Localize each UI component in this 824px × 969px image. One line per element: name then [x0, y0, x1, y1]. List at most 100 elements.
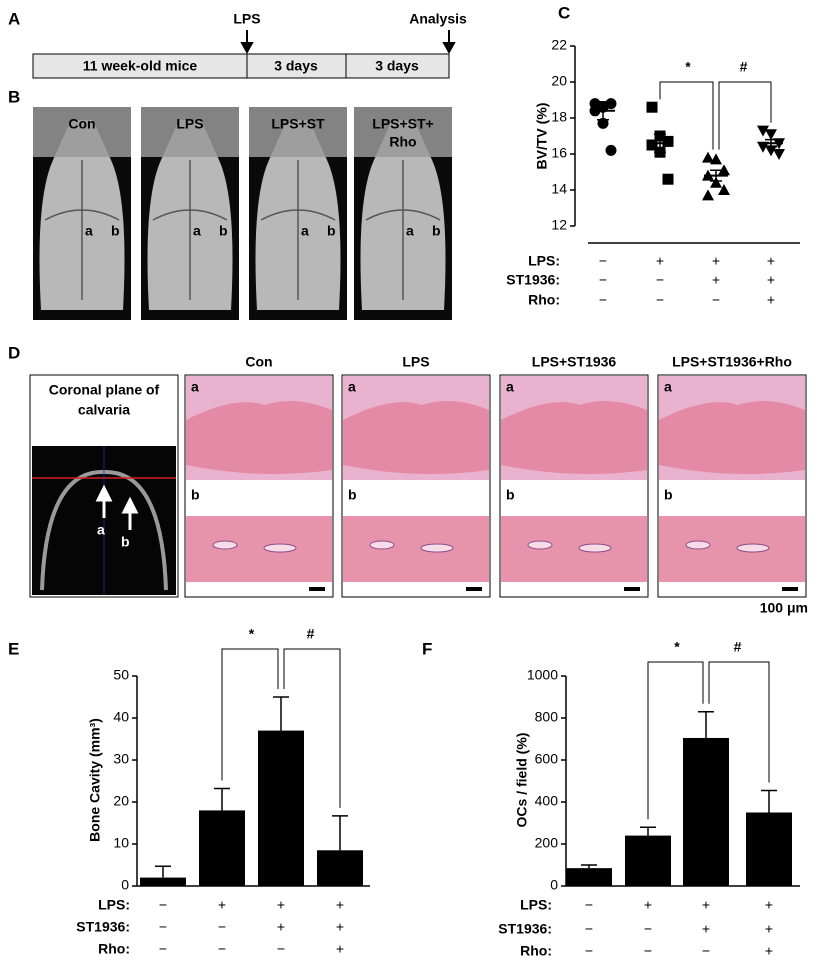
site-label: a — [301, 223, 309, 239]
site-label: a — [664, 379, 672, 395]
sem-bar — [597, 101, 609, 121]
y-axis-label: Bone Cavity (mm³) — [87, 718, 103, 842]
significance-bracket — [221, 648, 279, 781]
significance-mark: * — [674, 639, 680, 655]
coronal-title: Coronal plane of — [49, 382, 160, 398]
condition-label: ST1936: — [506, 272, 560, 288]
lumen — [263, 543, 297, 553]
data-point — [710, 176, 722, 188]
data-point — [765, 129, 777, 141]
bar — [566, 868, 612, 886]
data-point — [710, 153, 722, 165]
condition-sign: − — [712, 292, 720, 308]
lumen — [685, 540, 711, 550]
data-point — [702, 151, 714, 163]
bar — [625, 835, 671, 886]
condition-sign: + — [702, 921, 710, 937]
condition-sign: − — [159, 897, 167, 913]
error-bar — [332, 815, 348, 851]
scale-bar — [309, 587, 325, 591]
bone — [186, 401, 332, 474]
error-bar — [698, 710, 714, 738]
y-axis-label: BV/TV (%) — [534, 103, 550, 170]
condition-sign: + — [765, 943, 773, 959]
lumen — [527, 540, 553, 550]
condition-sign: + — [767, 292, 775, 308]
group-label: LPS+ST1936+Rho — [672, 354, 792, 370]
condition-sign: − — [277, 941, 285, 957]
panel-label: D — [8, 343, 20, 362]
micro-ct-panels: Con a b LPS a b LPS+ST a b LPS+ST+ Rho a b — [33, 107, 452, 320]
condition-sign: + — [702, 897, 710, 913]
y-tick-label: 18 — [551, 109, 567, 125]
scale-bar — [782, 587, 798, 591]
panel-label: B — [8, 87, 20, 106]
condition-label: LPS: — [98, 897, 130, 913]
lumen — [420, 543, 454, 553]
significance-bracket — [718, 81, 772, 150]
condition-sign: − — [218, 919, 226, 935]
condition-sign: − — [656, 272, 664, 288]
bar — [746, 812, 792, 886]
bone — [343, 401, 489, 474]
sem-bar — [710, 169, 722, 182]
y-tick-label: 22 — [551, 37, 567, 53]
condition-sign: + — [336, 941, 344, 957]
condition-sign: − — [702, 943, 710, 959]
suture — [260, 160, 336, 300]
timeline-segment: 3 days — [274, 58, 318, 74]
condition-sign: + — [765, 921, 773, 937]
significance-bracket — [647, 661, 704, 820]
scale-bar — [466, 587, 482, 591]
condition-sign: + — [712, 272, 720, 288]
charts: C BV/TV (%) 12 14 16 18 20 22 LPS: − + + + ST1936: − − +… — [8, 3, 800, 959]
site-label: b — [121, 534, 130, 550]
lumen — [212, 540, 238, 550]
scale-label: 100 μm — [760, 600, 808, 616]
ct-top-band — [141, 107, 239, 157]
arrow — [95, 484, 113, 518]
site-label: a — [406, 223, 414, 239]
y-tick-label: 40 — [113, 709, 129, 725]
condition-sign: − — [218, 941, 226, 957]
y-tick-label: 30 — [113, 751, 129, 767]
tissue — [659, 516, 805, 582]
timeline-segment: 11 week-old mice — [83, 58, 198, 74]
error-bar — [214, 787, 230, 811]
lumen — [736, 543, 770, 553]
bone — [501, 401, 647, 474]
group-label: LPS+ST — [271, 116, 325, 132]
condition-sign: − — [159, 941, 167, 957]
data-point — [702, 189, 714, 201]
site-label: b — [191, 487, 200, 503]
tissue — [343, 516, 489, 582]
condition-label: LPS: — [520, 897, 552, 913]
lumen — [369, 540, 395, 550]
condition-label: LPS: — [528, 253, 560, 269]
timeline-segment: 3 days — [375, 58, 419, 74]
timeline-arrow — [240, 30, 254, 55]
data-point — [597, 117, 609, 129]
data-point — [718, 184, 730, 195]
condition-sign: − — [159, 919, 167, 935]
bone — [659, 401, 805, 474]
condition-sign: + — [765, 897, 773, 913]
bar — [683, 737, 729, 886]
condition-sign: + — [767, 272, 775, 288]
group-label: LPS — [176, 116, 203, 132]
timeline-arrow — [442, 30, 456, 55]
site-label: a — [85, 223, 93, 239]
condition-sign: + — [336, 919, 344, 935]
timeline-arrow-label: Analysis — [409, 11, 467, 27]
y-tick-label: 16 — [551, 145, 567, 161]
condition-sign: − — [656, 292, 664, 308]
bar — [140, 877, 186, 886]
site-label: b — [111, 223, 120, 239]
ct-top-band — [354, 107, 452, 157]
site-label: a — [191, 379, 199, 395]
significance-bracket — [708, 661, 770, 783]
suture — [44, 160, 120, 300]
condition-sign: − — [599, 253, 607, 269]
